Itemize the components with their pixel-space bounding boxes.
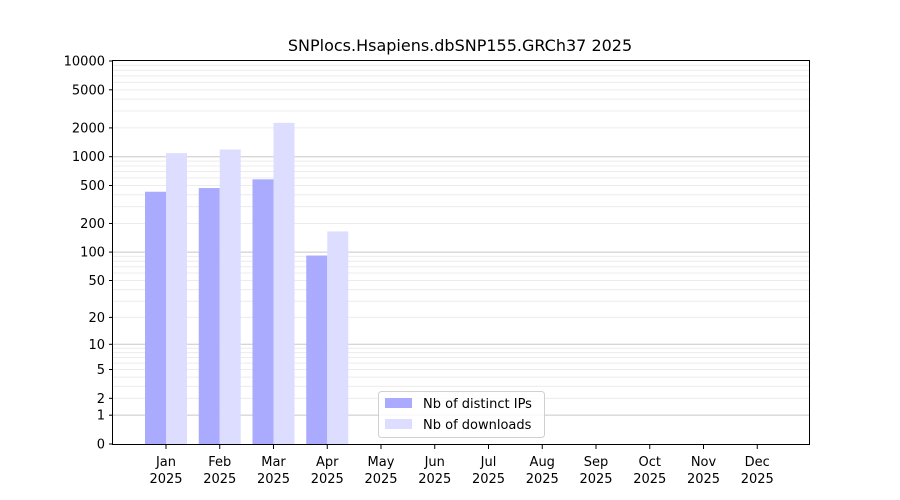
bar-downloads-feb xyxy=(219,149,241,444)
bar-distinct-ips-apr xyxy=(306,255,328,444)
x-tick-label-year: 2025 xyxy=(257,472,290,487)
legend-swatch xyxy=(385,419,412,429)
legend-swatch xyxy=(385,398,412,408)
chart-title: SNPlocs.Hsapiens.dbSNP155.GRCh37 2025 xyxy=(288,36,632,55)
x-tick-label-month: Nov xyxy=(691,455,717,470)
y-tick-label: 2000 xyxy=(72,121,105,136)
x-tick-label-year: 2025 xyxy=(579,472,612,487)
y-tick-label: 500 xyxy=(80,179,105,194)
y-tick-label: 20 xyxy=(88,311,105,326)
legend-box xyxy=(378,391,545,438)
bar-downloads-apr xyxy=(327,231,349,444)
legend: Nb of distinct IPs Nb of downloads xyxy=(378,391,545,438)
y-tick-label: 100 xyxy=(80,246,105,261)
legend-label: Nb of distinct IPs xyxy=(423,397,532,412)
y-tick-label: 5 xyxy=(97,363,105,378)
y-axis: 0 1 2 5 10 20 50 100 200 500 1000 2000 5000 10000 xyxy=(64,55,113,453)
bar-distinct-ips-feb xyxy=(198,188,220,444)
x-tick-label-year: 2025 xyxy=(203,472,236,487)
bar-downloads-jan xyxy=(166,153,187,444)
y-tick-label: 200 xyxy=(80,217,105,232)
x-tick-label-year: 2025 xyxy=(687,472,720,487)
x-tick-label-month: Dec xyxy=(745,455,770,470)
x-tick-label-month: Oct xyxy=(639,455,661,470)
x-tick-label-month: Mar xyxy=(261,455,286,470)
y-tick-label: 1000 xyxy=(72,150,105,165)
bars-layer xyxy=(145,122,349,444)
x-tick-label-year: 2025 xyxy=(311,472,344,487)
y-tick-label: 10000 xyxy=(64,55,105,70)
x-tick-label-year: 2025 xyxy=(418,472,451,487)
y-tick-label: 1 xyxy=(97,409,105,424)
x-tick-label-year: 2025 xyxy=(149,472,182,487)
x-tick-label-month: May xyxy=(368,455,395,470)
bar-downloads-mar xyxy=(273,122,295,444)
x-tick-label-month: Jun xyxy=(424,455,445,470)
x-tick-label-year: 2025 xyxy=(472,472,505,487)
y-tick-label: 5000 xyxy=(72,83,105,98)
y-tick-label: 2 xyxy=(97,392,105,407)
x-axis: Jan 2025 Feb 2025 Mar 2025 Apr 2025 May 2025 Jun 20… xyxy=(149,445,774,487)
legend-label: Nb of downloads xyxy=(423,418,532,433)
x-tick-label-month: Aug xyxy=(530,455,555,470)
x-tick-label-year: 2025 xyxy=(633,472,666,487)
x-tick-label-month: Feb xyxy=(208,455,231,470)
x-tick-label-year: 2025 xyxy=(364,472,397,487)
x-tick-label-month: Sep xyxy=(584,455,609,470)
y-tick-label: 50 xyxy=(88,274,105,289)
x-tick-label-month: Apr xyxy=(316,455,339,470)
x-tick-label-year: 2025 xyxy=(526,472,559,487)
bar-distinct-ips-mar xyxy=(252,179,274,444)
y-tick-label: 10 xyxy=(88,338,105,353)
y-tick-label: 0 xyxy=(97,438,105,453)
x-tick-label-month: Jul xyxy=(480,455,497,470)
bar-distinct-ips-jan xyxy=(145,191,166,444)
x-tick-label-month: Jan xyxy=(155,455,176,470)
x-tick-label-year: 2025 xyxy=(741,472,774,487)
